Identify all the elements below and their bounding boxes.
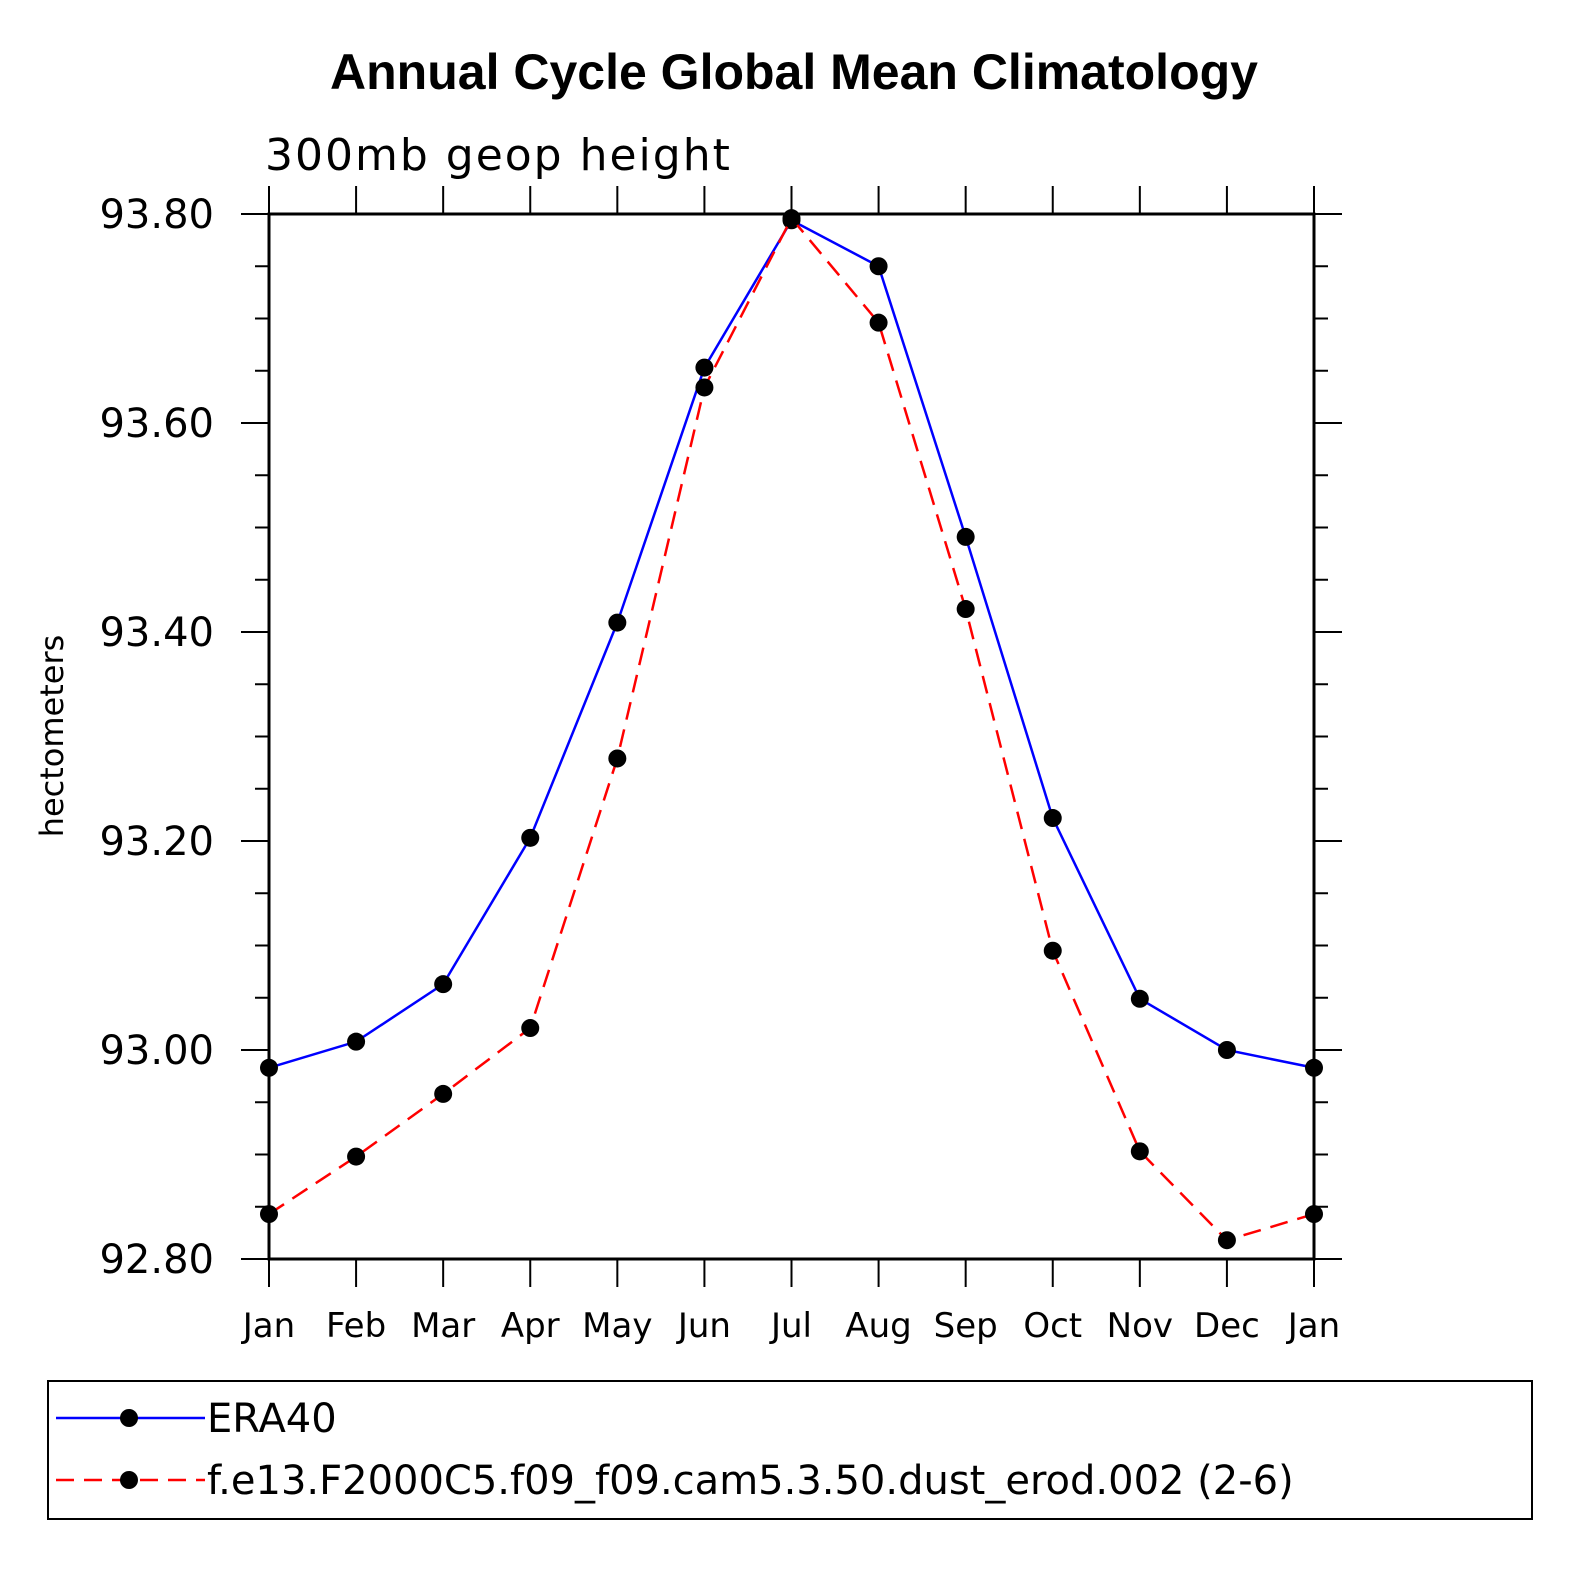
series-point [434,1084,453,1103]
series-point [347,1147,366,1166]
series-point [869,257,888,276]
series-point [1130,1142,1149,1161]
series-point [260,1205,278,1224]
series-point [869,313,888,332]
series-line [268,218,1315,1069]
x-tick-label: Jul [769,1306,812,1346]
y-tick-label: 93.20 [99,819,214,865]
series-point [1043,809,1062,828]
series-point [608,613,627,632]
x-tick-label: Jan [241,1306,295,1346]
y-tick-label: 93.80 [99,192,214,238]
legend-label: f.e13.F2000C5.f09_f09.cam5.3.50.dust_ero… [207,1458,1294,1504]
series-point [1217,1041,1236,1059]
x-tick-label: Nov [1107,1306,1173,1346]
legend-label: ERA40 [207,1396,337,1442]
x-tick-label: Jun [676,1306,731,1346]
chart-title: Annual Cycle Global Mean Climatology [330,44,1258,100]
chart-subtitle: 300mb geop height [265,130,732,181]
x-tick-label: Jan [1286,1306,1340,1346]
series-line [268,215,1315,1242]
series-point [1130,989,1149,1008]
series-point [1305,1058,1323,1077]
x-tick-label: Feb [326,1306,386,1346]
x-tick-label: Mar [411,1306,475,1346]
x-tick-label: Aug [845,1306,911,1346]
y-tick-label: 93.60 [99,401,214,447]
plot-frame [267,212,1316,1261]
series-point [434,975,453,994]
series-point [782,209,801,228]
axes: 92.80 93.00 93.20 93.40 93.60 93.80 Jan Feb Mar A… [99,186,1342,1346]
series-point [695,358,714,377]
x-tick-label: May [582,1306,652,1346]
series-point [347,1032,366,1051]
y-tick-label: 93.00 [99,1028,214,1074]
legend-marker [120,1471,138,1489]
x-tick-label: Dec [1194,1306,1260,1346]
series-point [521,828,540,847]
x-tick-label: Apr [501,1306,560,1346]
series-point [521,1019,540,1038]
series-point [260,1058,278,1077]
y-tick-label: 93.40 [99,610,214,656]
series-point [956,600,975,619]
series-point [1043,941,1062,960]
series-layer [260,209,1323,1250]
x-tick-label: Sep [934,1306,998,1346]
legend-marker [120,1409,138,1427]
series-point [695,378,714,397]
series-point [956,527,975,546]
y-axis-label: hectometers [33,635,71,838]
y-tick-label: 92.80 [99,1237,214,1283]
series-point [1217,1231,1236,1250]
legend: ERA40 f.e13.F2000C5.f09_f09.cam5.3.50.dus… [56,1396,1294,1504]
series-point [1305,1205,1323,1224]
series-point [608,749,627,768]
x-tick-label: Oct [1023,1306,1082,1346]
legend-box [47,1380,1533,1520]
